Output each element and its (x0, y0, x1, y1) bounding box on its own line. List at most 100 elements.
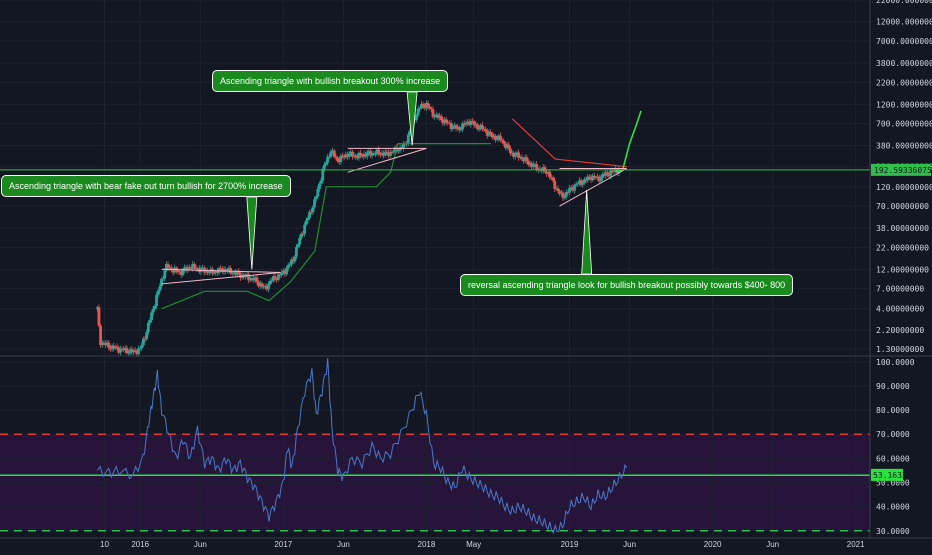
candle-body (385, 151, 389, 153)
candle-body (339, 155, 343, 163)
price-tick-label: 3800.00000000 (876, 59, 932, 68)
candle-body (314, 196, 318, 200)
candle-body (342, 156, 346, 158)
price-tick-label: 70.00000000 (876, 202, 929, 211)
candle-body (545, 171, 548, 174)
candle-body (232, 272, 236, 274)
candle-body (494, 135, 497, 140)
candle-body (510, 152, 514, 154)
price-tick-label: 120.00000000 (876, 183, 932, 192)
price-tick-label: 12000.00000000 (876, 18, 932, 27)
triangle-flat-side (161, 268, 281, 273)
osc-tick-label: 30.0000 (876, 527, 910, 536)
candle-body (504, 143, 507, 148)
candle-body (102, 342, 106, 344)
candle-body (253, 277, 257, 281)
candle-body (462, 123, 466, 125)
candle-body (337, 160, 341, 163)
candle-body (459, 129, 463, 131)
annotation-text: Ascending triangle with bullish breakout… (220, 76, 441, 86)
price-tick-label: 7000.00000000 (876, 37, 932, 46)
time-tick-label: 10 (100, 540, 109, 549)
candle-body (416, 108, 420, 115)
price-tick-label: 22.00000000 (876, 244, 929, 253)
annotation-pointer (581, 189, 593, 275)
candle-body (355, 156, 359, 159)
candle-body (206, 270, 209, 273)
candle-body (513, 154, 517, 157)
candle-body (573, 185, 576, 191)
candle-body (286, 265, 290, 269)
candle-body (158, 286, 162, 291)
candle-body (378, 153, 382, 155)
candle-body (400, 147, 404, 149)
candle-body (568, 187, 571, 193)
candle-body (528, 163, 532, 165)
candle-body (591, 175, 595, 181)
candle-body (530, 163, 534, 167)
candle-body (166, 264, 170, 269)
candle-body (280, 272, 284, 276)
candle-body (582, 179, 586, 184)
candle-body (135, 350, 139, 355)
candle-body (599, 177, 603, 182)
candle-body (128, 349, 132, 353)
candle-body (350, 151, 354, 157)
candle-body (107, 342, 111, 348)
candle-body (477, 128, 481, 130)
candle-body (318, 183, 321, 190)
candle-body (169, 267, 173, 271)
candle-body (112, 345, 116, 349)
candle-body (397, 150, 400, 152)
candle-body (322, 164, 326, 169)
projection-line (615, 110, 642, 173)
candle-body (420, 103, 423, 109)
candle-body (123, 347, 127, 351)
price-tick-label: 700.00000000 (876, 120, 932, 129)
candle-body (377, 149, 381, 154)
candle-body (224, 269, 228, 272)
candle-body (194, 267, 198, 270)
time-tick-label: May (466, 540, 481, 549)
candle-body (606, 172, 609, 175)
candle-body (295, 247, 298, 257)
candle-body (586, 176, 590, 181)
candle-body (464, 122, 468, 125)
candle-body (179, 271, 183, 276)
candle-body (237, 271, 241, 274)
candle-body (551, 177, 555, 181)
candle-body (250, 278, 254, 280)
annotation-breakout-300[interactable]: Ascending triangle with bullish breakout… (212, 70, 449, 92)
time-tick-label: 2020 (704, 540, 722, 549)
candle-body (125, 347, 129, 353)
candle-body (564, 191, 568, 197)
candle-body (344, 154, 348, 158)
candle-body (235, 271, 239, 275)
candle-body (303, 224, 307, 234)
support-line (161, 143, 491, 310)
osc-tick-label: 90.0000 (876, 382, 910, 391)
candle-body (278, 274, 282, 276)
candle-body (298, 237, 302, 245)
candle-body (456, 127, 460, 129)
candle-body (220, 268, 224, 273)
candle-body (324, 162, 328, 165)
candle-body (291, 259, 295, 262)
candle-body (403, 143, 407, 145)
candle-body (508, 148, 512, 154)
candle-body (518, 157, 522, 158)
candle-body (555, 188, 558, 190)
candle-body (448, 122, 451, 124)
candle-body (454, 125, 458, 129)
candle-body (293, 256, 297, 262)
candle-body (270, 280, 274, 282)
candle-body (479, 124, 483, 129)
candle-body (609, 170, 613, 177)
annotation-reversal-triangle[interactable]: reversal ascending triangle look for bul… (460, 274, 794, 296)
candle-body (122, 348, 126, 351)
annotation-breakout-2700[interactable]: Ascending triangle with bear fake out tu… (1, 175, 291, 197)
candle-body (199, 267, 203, 272)
candle-body (329, 151, 333, 157)
candle-body (165, 264, 168, 271)
candle-body (140, 345, 144, 349)
